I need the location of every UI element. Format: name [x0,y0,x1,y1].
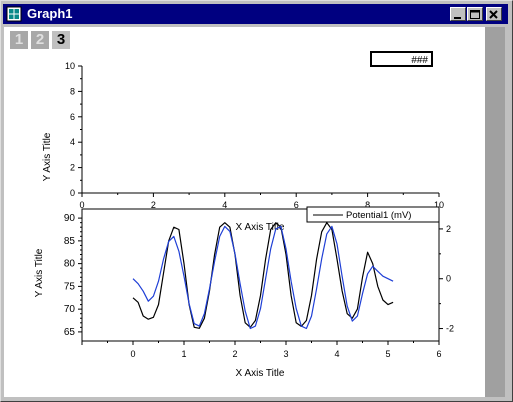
layer-2-y-tick-label: 90 [64,213,76,224]
layer-1-y-axis-title[interactable]: Y Axis Title [42,132,53,181]
layer-2-right-y-tick-label: 2 [446,224,451,234]
layer-1-y-tick-label: 6 [70,112,75,122]
layer-1-y-tick-label: 2 [70,163,75,173]
layer-2-x-tick-label: 5 [385,349,390,359]
layer-tab-1[interactable]: 1 [10,31,28,49]
layer-1-y-tick-label: 10 [65,61,75,71]
close-button[interactable] [486,7,502,21]
layer-1-y-tick-label: 4 [70,137,75,147]
text-box-label: ### [411,55,428,66]
layer-2-y-ticks: 65 70 75 80 85 90 [64,213,82,338]
layer-1-x-tick-label: 2 [151,200,156,210]
close-icon [489,10,498,19]
layer-2-y-tick-label: 75 [64,281,76,292]
layer-2-y-tick-label: 85 [64,236,76,247]
maximize-icon [470,10,480,19]
layer-2-x-axis-title[interactable]: X Axis Title [236,368,285,379]
window-title: Graph1 [27,6,73,21]
title-bar[interactable]: Graph1 [3,4,508,24]
layer-2-x-tick-label: 0 [130,349,135,359]
series-line-black [132,222,394,329]
series-line-blue [132,225,394,330]
layer-tab-2[interactable]: 2 [31,31,49,49]
legend-label: Potential1 (mV) [346,210,411,221]
layer-1-y-tick-label: 0 [70,188,75,198]
layer-2-right-y-tick-label: 0 [446,274,451,284]
layer-2-series [132,222,394,330]
layer-2-x-tick-label: 6 [436,349,441,359]
layer-1-x-tick-label: 10 [434,200,444,210]
layer-2-y-tick-label: 80 [64,259,76,270]
layer-2-y-tick-label: 65 [64,327,76,338]
layer-2-x-tick-label: 4 [334,349,339,359]
layer-1-y-tick-label: 8 [70,86,75,96]
layer-2-right-y-ticks: -2 0 2 [439,224,454,334]
graph-page[interactable]: 1 2 3 ### 0 2 4 6 8 10 0 2 4 6 8 10 Y Axis Title X… [4,27,485,397]
layer-tab-3[interactable]: 3 [52,31,70,49]
layer-1-x-tick-label: 4 [222,200,227,210]
minimize-button[interactable] [450,7,466,21]
layer-1-x-tick-label: 0 [79,200,84,210]
layer-2-y-tick-label: 70 [64,304,76,315]
legend-box [306,206,440,223]
text-box[interactable] [370,51,433,67]
vertical-scrollbar[interactable] [485,27,505,397]
layer-2-x-ticks: 0 1 2 3 4 5 6 [81,341,442,359]
layer-2-x-tick-label: 2 [232,349,237,359]
layer-1-chart[interactable]: 0 2 4 6 8 10 0 2 4 6 8 10 Y Axis Title X Axis Titl… [42,61,444,233]
layer-2-y-axis-title[interactable]: Y Axis Title [34,248,45,297]
layer-1-x-tick-label: 8 [365,200,370,210]
layer-1-y-ticks: 0 2 4 6 8 10 [65,61,82,198]
layer-1-x-tick-label: 6 [294,200,299,210]
layer-2-right-y-tick-label: -2 [446,324,454,334]
legend[interactable]: Potential1 (mV) [306,206,440,223]
maximize-button[interactable] [467,7,483,21]
layer-1-x-ticks: 0 2 4 6 8 10 [79,193,444,210]
layer-2-x-tick-label: 3 [283,349,288,359]
minimize-icon [454,17,461,19]
layer-2-chart[interactable]: 65 70 75 80 85 90 -2 0 2 0 1 2 3 4 5 6 Y Axis Title X… [34,206,454,379]
graph-window-icon [6,6,22,22]
layer-1-x-axis-title[interactable]: X Axis Title [236,222,285,233]
layer-2-x-tick-label: 1 [181,349,186,359]
